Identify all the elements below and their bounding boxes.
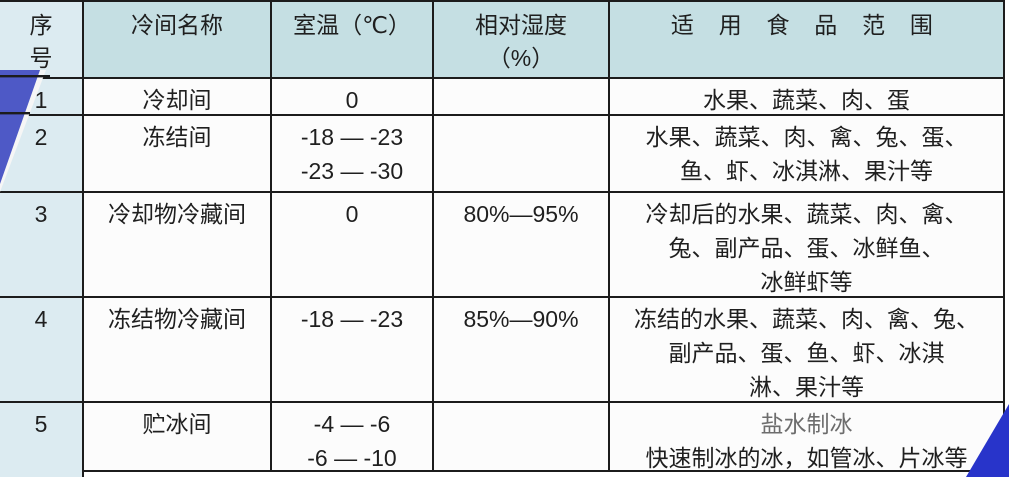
row1-temperature: 0 (272, 79, 434, 116)
row2-temp-line2: -23 — -30 (300, 158, 404, 184)
row2-humidity (434, 116, 610, 193)
row5-index: 5 (0, 403, 84, 472)
header-humidity-line1: 相对湿度 (475, 12, 567, 38)
row1-foods: 水果、蔬菜、肉、蛋 (610, 79, 1005, 116)
row5-foods-line1: 盐水制冰 (760, 411, 853, 437)
row2-index: 2 (0, 116, 84, 193)
row1-index: 1 (0, 79, 84, 116)
row5-foods-line2: 快速制冰的冰，如管冰、片冰等 (645, 445, 968, 471)
row3-foods-line2: 兔、副产品、蛋、冰鲜鱼、 (668, 235, 945, 261)
row2-temperature: -18 — -23 -23 — -30 (272, 116, 434, 193)
row3-index: 3 (0, 193, 84, 298)
row4-foods-line2: 副产品、蛋、鱼、虾、冰淇 (668, 340, 945, 366)
header-index-line2: 号 (29, 45, 53, 71)
row4-foods: 冻结的水果、蔬菜、肉、禽、兔、 副产品、蛋、鱼、虾、冰淇 淋、果汁等 (610, 298, 1005, 403)
row2-temp-line1: -18 — -23 (300, 124, 404, 150)
row3-humidity: 80%—95% (434, 193, 610, 298)
row3-room-name: 冷却物冷藏间 (84, 193, 272, 298)
row2-foods: 水果、蔬菜、肉、禽、兔、蛋、 鱼、虾、冰淇淋、果汁等 (610, 116, 1005, 193)
row4-foods-line1: 冻结的水果、蔬菜、肉、禽、兔、 (634, 306, 979, 332)
row1-humidity (434, 79, 610, 116)
row2-foods-line2: 鱼、虾、冰淇淋、果汁等 (680, 158, 933, 184)
header-temperature: 室温（℃） (272, 2, 434, 79)
row3-foods: 冷却后的水果、蔬菜、肉、禽、 兔、副产品、蛋、冰鲜鱼、 冰鲜虾等 (610, 193, 1005, 298)
row4-foods-line3: 淋、果汁等 (749, 374, 864, 400)
row4-temperature: -18 — -23 (272, 298, 434, 403)
row4-room-name: 冻结物冷藏间 (84, 298, 272, 403)
header-index: 序 号 (0, 2, 84, 79)
header-index-line1: 序 (29, 12, 53, 38)
row1-room-name: 冷却间 (84, 79, 272, 116)
row3-temperature: 0 (272, 193, 434, 298)
row4-humidity: 85%—90% (434, 298, 610, 403)
row5-room-name: 贮冰间 (84, 403, 272, 472)
header-humidity-line2: （%） (487, 45, 555, 71)
index-column-bottom-strip (0, 470, 84, 477)
header-humidity: 相对湿度 （%） (434, 2, 610, 79)
row5-foods: 盐水制冰 快速制冰的冰，如管冰、片冰等 (610, 403, 1005, 472)
row3-foods-line1: 冷却后的水果、蔬菜、肉、禽、 (645, 201, 968, 227)
row5-temperature: -4 — -6 -6 — -10 (272, 403, 434, 472)
header-room-name: 冷间名称 (84, 2, 272, 79)
row2-room-name: 冻结间 (84, 116, 272, 193)
row5-temp-line2: -6 — -10 (307, 445, 397, 471)
header-applicable-foods: 适 用 食 品 范 围 (610, 2, 1005, 79)
row4-index: 4 (0, 298, 84, 403)
row2-foods-line1: 水果、蔬菜、肉、禽、兔、蛋、 (645, 124, 968, 150)
row5-temp-line1: -4 — -6 (313, 411, 391, 437)
row3-foods-line3: 冰鲜虾等 (760, 269, 853, 295)
row5-humidity (434, 403, 610, 472)
